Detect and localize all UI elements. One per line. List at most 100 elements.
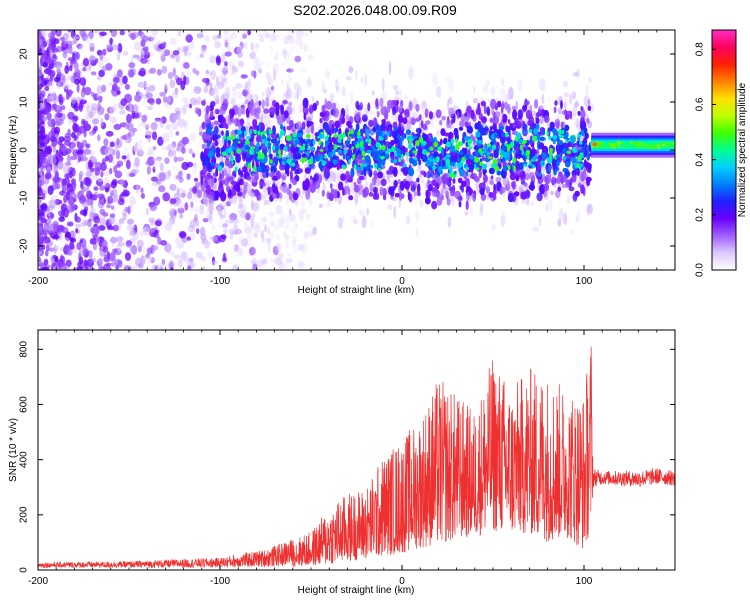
spectrogram-cell bbox=[75, 51, 80, 61]
spectrogram-cell bbox=[109, 213, 116, 218]
spectrogram-cell bbox=[507, 125, 511, 135]
spectrogram-cell bbox=[82, 151, 86, 160]
spectrogram-cell bbox=[273, 68, 277, 81]
spectrogram-cell bbox=[170, 38, 177, 46]
spectrogram-cell bbox=[139, 230, 146, 237]
spectrogram-cell bbox=[201, 238, 209, 245]
spectrogram-cell bbox=[547, 97, 552, 102]
spectrogram-cell bbox=[372, 192, 378, 200]
spectrogram-cell bbox=[392, 121, 398, 129]
spectrogram-cell bbox=[152, 146, 157, 151]
spectrogram-cell bbox=[145, 208, 149, 216]
spectrogram-cell bbox=[528, 172, 535, 180]
spectrogram-cell bbox=[200, 256, 206, 262]
spectrogram-cell bbox=[345, 104, 349, 114]
spectrogram-cell bbox=[205, 196, 209, 207]
spectrogram-cell bbox=[51, 262, 57, 270]
spectrogram-cell bbox=[543, 183, 550, 192]
spectrogram-cell bbox=[40, 217, 47, 224]
spectrogram-cell bbox=[62, 84, 70, 90]
spectrogram-cell bbox=[250, 42, 254, 51]
spectrogram-cell bbox=[275, 234, 281, 241]
spectrogram-cell bbox=[340, 173, 347, 181]
spectrogram-cell bbox=[76, 265, 84, 270]
spectrogram-cell bbox=[100, 239, 108, 248]
spectrogram-cell bbox=[43, 80, 51, 86]
spectrogram-cell bbox=[309, 183, 316, 193]
spectrogram-cell bbox=[77, 190, 84, 201]
spectrogram-cell bbox=[230, 98, 236, 106]
spectrogram-cell bbox=[125, 159, 131, 170]
figure-title: S202.2026.048.00.09.R09 bbox=[293, 2, 457, 18]
spectrogram-cell bbox=[264, 199, 271, 205]
spectrogram-cell bbox=[298, 168, 303, 174]
spectrogram-cell bbox=[90, 149, 95, 158]
spectrogram-cell bbox=[58, 216, 65, 222]
spectrogram-cell bbox=[354, 191, 359, 206]
spectrogram-cell bbox=[141, 80, 150, 88]
spectrogram-cell bbox=[411, 111, 418, 119]
spectrogram-cell bbox=[242, 89, 249, 97]
spectrogram-cell bbox=[249, 51, 257, 60]
spectrogram-cell bbox=[88, 30, 94, 40]
spectrogram-cell bbox=[164, 222, 173, 232]
spectrogram-cell bbox=[112, 224, 119, 232]
spectrogram-cell bbox=[96, 178, 104, 187]
spectrogram-cell bbox=[66, 172, 70, 180]
spectrogram-cell bbox=[140, 31, 145, 40]
spectrogram-cell bbox=[73, 78, 80, 85]
spectrogram-cell bbox=[213, 182, 218, 188]
spectrogram-cell bbox=[276, 252, 284, 260]
spectrogram-cell bbox=[173, 254, 181, 259]
spectrogram-cell bbox=[321, 189, 325, 197]
spectrogram-cell bbox=[210, 267, 218, 270]
spectrogram-cell bbox=[63, 195, 68, 204]
spectrogram-cell bbox=[587, 98, 591, 106]
spectrogram-cell bbox=[86, 104, 90, 113]
spectrogram-cell bbox=[192, 186, 197, 195]
spectrogram-cell bbox=[114, 170, 123, 179]
spectrogram-cell bbox=[128, 62, 136, 69]
spectrogram-cell bbox=[259, 61, 266, 66]
spectrogram-cell bbox=[208, 201, 214, 215]
spectrogram-cell bbox=[368, 192, 373, 197]
spectrogram-cell bbox=[41, 53, 47, 59]
spectrogram-cell bbox=[257, 107, 261, 114]
spectrogram-cell bbox=[161, 258, 166, 266]
spectrogram-cell bbox=[281, 78, 283, 87]
spectrogram-cell bbox=[261, 91, 265, 97]
spectrogram-cell bbox=[254, 135, 257, 142]
spectrogram-cell bbox=[245, 212, 251, 221]
spectrogram-cell bbox=[147, 105, 153, 111]
spectrogram-cell bbox=[173, 209, 177, 216]
spectrogram-cell bbox=[93, 216, 100, 224]
spectrogram-cell bbox=[71, 35, 80, 40]
spectrogram-cell bbox=[90, 103, 99, 111]
spectrogram-cell bbox=[305, 213, 311, 221]
spectrogram-cell bbox=[63, 208, 69, 218]
spectrogram-cell bbox=[201, 100, 206, 106]
spectrogram-cell bbox=[129, 196, 137, 206]
spectrogram-cell bbox=[279, 253, 284, 259]
spectrogram-cell bbox=[496, 170, 502, 176]
spectrogram-cell bbox=[206, 105, 211, 112]
spectrogram-cell bbox=[171, 149, 177, 157]
spectrogram-cell bbox=[192, 192, 199, 203]
spectrogram-cell bbox=[586, 117, 590, 124]
spectrogram-cell bbox=[58, 149, 62, 157]
spectrogram-cell bbox=[303, 31, 310, 37]
spectrogram-cell bbox=[231, 196, 238, 205]
spectrogram-cell bbox=[255, 115, 260, 120]
spectrogram-cell bbox=[38, 30, 42, 41]
spectrogram-cell bbox=[539, 116, 544, 125]
spectrogram-cell bbox=[366, 207, 370, 216]
spectrogram-cell bbox=[76, 150, 84, 155]
spectrogram-cell bbox=[536, 192, 543, 202]
spectrogram-cell bbox=[515, 121, 522, 129]
spectrogram-cell bbox=[60, 105, 66, 110]
spectrogram-cell bbox=[286, 79, 289, 86]
spectrogram-cell bbox=[57, 140, 63, 146]
spectrogram-cell bbox=[167, 251, 175, 256]
spectrogram-cell bbox=[491, 224, 496, 231]
spectrogram-cell bbox=[271, 33, 278, 42]
